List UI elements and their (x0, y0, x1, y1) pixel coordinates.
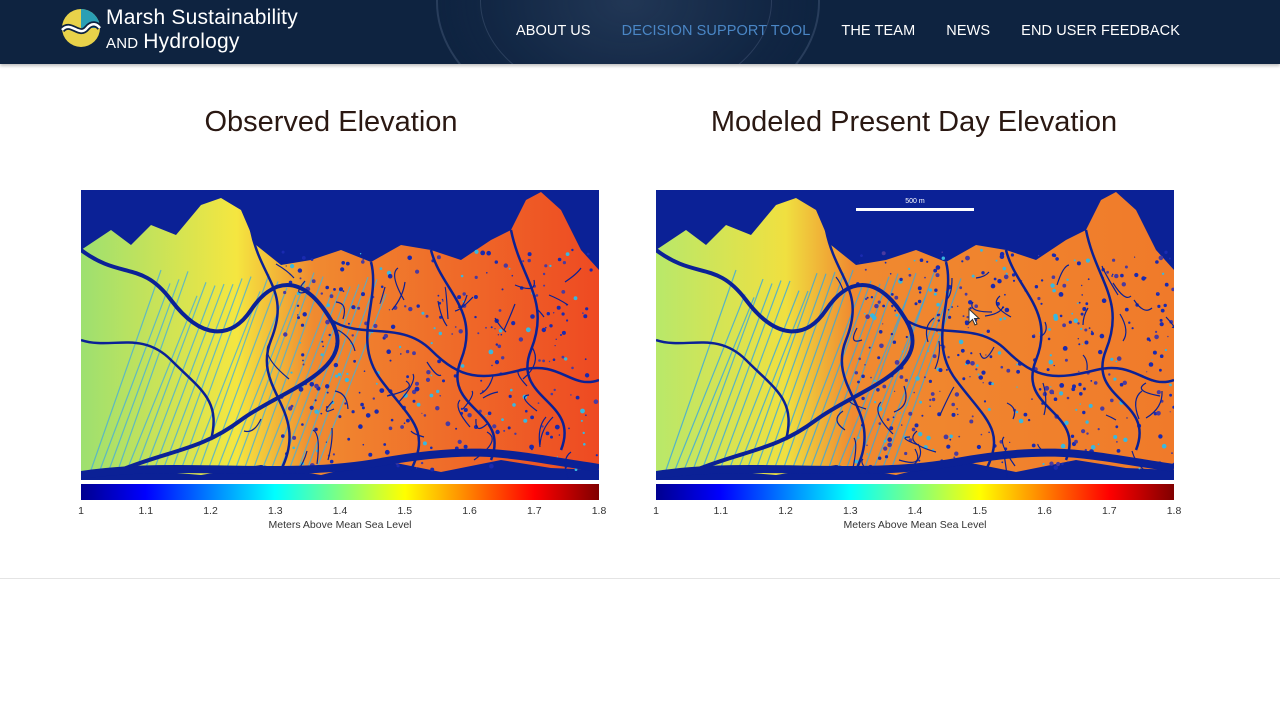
modeled-colorbar (656, 484, 1174, 500)
colorbar-tick-label: 1.4 (907, 505, 923, 517)
colorbar-tick-label: 1.7 (526, 505, 542, 517)
colorbar-tick-label: 1.6 (462, 505, 477, 517)
colorbar-tick-label: 1.6 (1037, 505, 1052, 517)
modeled-colorbar-ticks: 1 1.1 1.2 1.3 1.4 1.5 1.6 1.7 1.8 (653, 505, 1181, 519)
colorbar-tick-label: 1.5 (397, 505, 413, 517)
observed-colorbar-ticks: 1 1.1 1.2 1.3 1.4 1.5 1.6 1.7 1.8 (78, 505, 606, 519)
scale-label: 500 m (905, 198, 925, 205)
colorbar-tick-label: 1.8 (1166, 505, 1182, 517)
colorbar-tick-label: 1.2 (203, 505, 218, 517)
colorbar-tick-label: 1.8 (591, 505, 607, 517)
colorbar-tick-label: 1.5 (972, 505, 988, 517)
observed-elevation-map (81, 190, 599, 480)
colorbar-tick-label: 1.4 (332, 505, 348, 517)
modeled-colorbar-label: Meters Above Mean Sea Level (843, 519, 987, 531)
colorbar-tick-label: 1 (653, 505, 659, 517)
colorbar-tick-label: 1.3 (842, 505, 858, 517)
scale-bar (856, 208, 974, 211)
logo-and: AND (106, 35, 139, 52)
observed-colorbar (81, 484, 599, 500)
elevation-raster (656, 192, 1174, 479)
observed-elevation-title: Observed Elevation (204, 106, 458, 138)
colorbar-tick-label: 1 (78, 505, 84, 517)
logo-hydrology: Hydrology (143, 30, 240, 53)
colorbar-tick-label: 1.1 (713, 505, 729, 517)
modeled-elevation-map: 500 m (656, 190, 1174, 480)
logo-text-line1[interactable]: Marsh Sustainability (106, 6, 298, 29)
site-header: Marsh Sustainability AND Hydrology ABOUT … (0, 0, 1280, 64)
colorbar-tick-label: 1.3 (267, 505, 283, 517)
colorbar-tick-label: 1.2 (778, 505, 793, 517)
elevation-raster (81, 192, 599, 479)
colorbar-tick-label: 1.1 (138, 505, 154, 517)
nav-decision-support-tool[interactable]: DECISION SUPPORT TOOL (621, 23, 811, 39)
main-nav: ABOUT US DECISION SUPPORT TOOL THE TEAM … (516, 23, 1180, 39)
logo-text-line2[interactable]: AND Hydrology (106, 30, 240, 54)
mouse-cursor-icon (968, 308, 980, 326)
modeled-elevation-title: Modeled Present Day Elevation (710, 106, 1118, 138)
section-divider (0, 578, 1280, 579)
logo-icon[interactable] (61, 8, 101, 48)
nav-about-us[interactable]: ABOUT US (515, 23, 591, 39)
nav-the-team[interactable]: THE TEAM (841, 23, 916, 39)
colorbar-tick-label: 1.7 (1101, 505, 1117, 517)
nav-end-user-feedback[interactable]: END USER FEEDBACK (1021, 23, 1180, 39)
observed-colorbar-label: Meters Above Mean Sea Level (268, 519, 412, 531)
nav-news[interactable]: NEWS (946, 23, 991, 39)
